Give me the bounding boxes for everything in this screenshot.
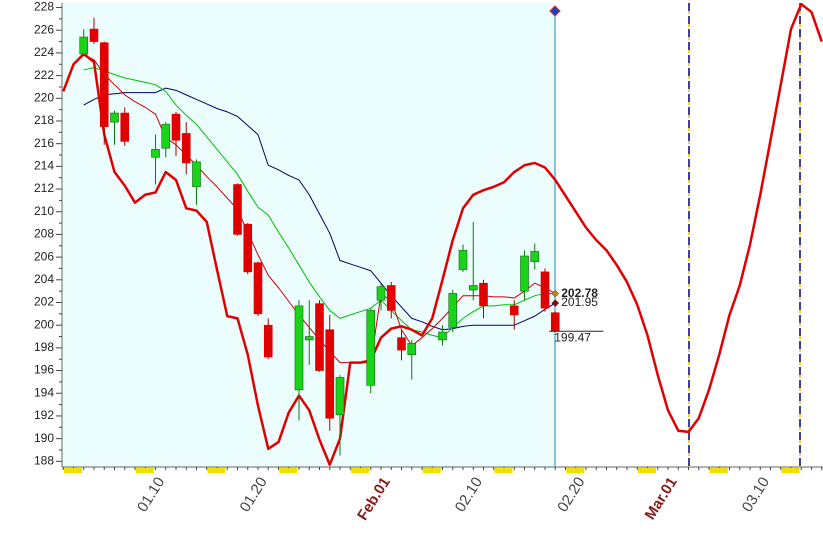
y-tick-label: 210 xyxy=(34,204,54,218)
candle-body xyxy=(120,112,130,142)
week-marker xyxy=(135,468,154,473)
y-tick-label: 226 xyxy=(34,22,54,36)
week-marker xyxy=(279,468,298,473)
candle-body xyxy=(520,255,529,292)
y-tick-label: 220 xyxy=(34,90,54,104)
week-marker xyxy=(638,468,656,473)
week-marker xyxy=(207,468,226,473)
week-marker xyxy=(781,468,800,473)
y-tick-label: 194 xyxy=(34,385,54,399)
candle-body xyxy=(192,161,201,188)
x-tick-label: 02.10 xyxy=(452,474,486,515)
x-tick-label: 03.10 xyxy=(739,474,773,515)
y-tick-label: 188 xyxy=(34,453,54,467)
candle-body xyxy=(315,303,324,371)
end-label: 201.95 xyxy=(561,295,598,309)
y-tick-label: 196 xyxy=(34,363,54,377)
candle-body xyxy=(530,251,540,262)
line xyxy=(83,67,556,339)
y-tick-label: 190 xyxy=(34,431,54,445)
candle-body xyxy=(294,305,304,391)
week-marker xyxy=(422,468,441,473)
end-label: 202.78 xyxy=(561,286,598,300)
candle-body xyxy=(335,377,345,416)
y-tick-label: 204 xyxy=(34,272,54,286)
candle-body xyxy=(366,310,376,386)
week-marker xyxy=(709,468,728,473)
candle-body xyxy=(407,343,417,355)
y-tick-label: 200 xyxy=(34,317,54,331)
y-tick-label: 218 xyxy=(34,113,54,127)
y-tick-label: 214 xyxy=(34,159,54,173)
end-marker xyxy=(551,289,560,298)
week-marker xyxy=(566,468,585,473)
candle-body xyxy=(171,113,181,141)
candle-body xyxy=(79,36,89,55)
today-marker xyxy=(549,5,561,17)
candle-body xyxy=(376,286,386,301)
week-marker xyxy=(64,468,82,473)
y-tick-label: 202 xyxy=(34,295,54,309)
x-tick-label: 01.20 xyxy=(236,474,270,515)
last-close-label: 199.47 xyxy=(554,330,591,344)
y-tick-label: 208 xyxy=(34,227,54,241)
y-tick-label: 206 xyxy=(34,249,54,263)
candle-body xyxy=(386,285,396,311)
candle-body xyxy=(89,28,99,42)
candle-body xyxy=(263,324,273,358)
candle-body xyxy=(325,329,335,419)
week-marker xyxy=(494,468,513,473)
candle-body xyxy=(448,293,458,328)
x-tick-label: 02.20 xyxy=(554,474,588,515)
x-tick-label: Mar.01 xyxy=(642,474,681,523)
x-tick-label: Feb.01 xyxy=(354,474,394,523)
end-marker xyxy=(551,299,560,307)
candle-body xyxy=(243,223,253,273)
candle-body xyxy=(151,149,160,158)
candle-body xyxy=(233,184,242,235)
candle-body xyxy=(304,336,314,341)
line xyxy=(62,3,823,466)
candle-body xyxy=(253,262,263,315)
candle-body xyxy=(110,112,119,123)
y-tick-label: 228 xyxy=(34,0,54,14)
week-marker xyxy=(351,468,369,473)
y-tick-label: 216 xyxy=(34,136,54,150)
y-tick-label: 198 xyxy=(34,340,54,354)
history-background xyxy=(62,3,555,467)
candle-body xyxy=(550,312,560,332)
plot-lines xyxy=(62,3,823,466)
y-tick-label: 224 xyxy=(34,45,54,59)
y-tick-label: 192 xyxy=(34,408,54,422)
candle-body xyxy=(99,42,109,127)
candle-body xyxy=(438,331,447,341)
candle-body xyxy=(479,282,488,307)
candle-body xyxy=(468,285,478,291)
candle-body xyxy=(458,250,468,270)
y-tick-label: 222 xyxy=(34,68,54,82)
candle-body xyxy=(397,337,406,351)
candle-body xyxy=(540,271,550,309)
candle-body xyxy=(161,124,171,149)
candle-body xyxy=(509,305,519,316)
x-tick-label: 01.10 xyxy=(134,474,168,515)
y-tick-label: 212 xyxy=(34,181,54,195)
candle-body xyxy=(181,133,191,164)
